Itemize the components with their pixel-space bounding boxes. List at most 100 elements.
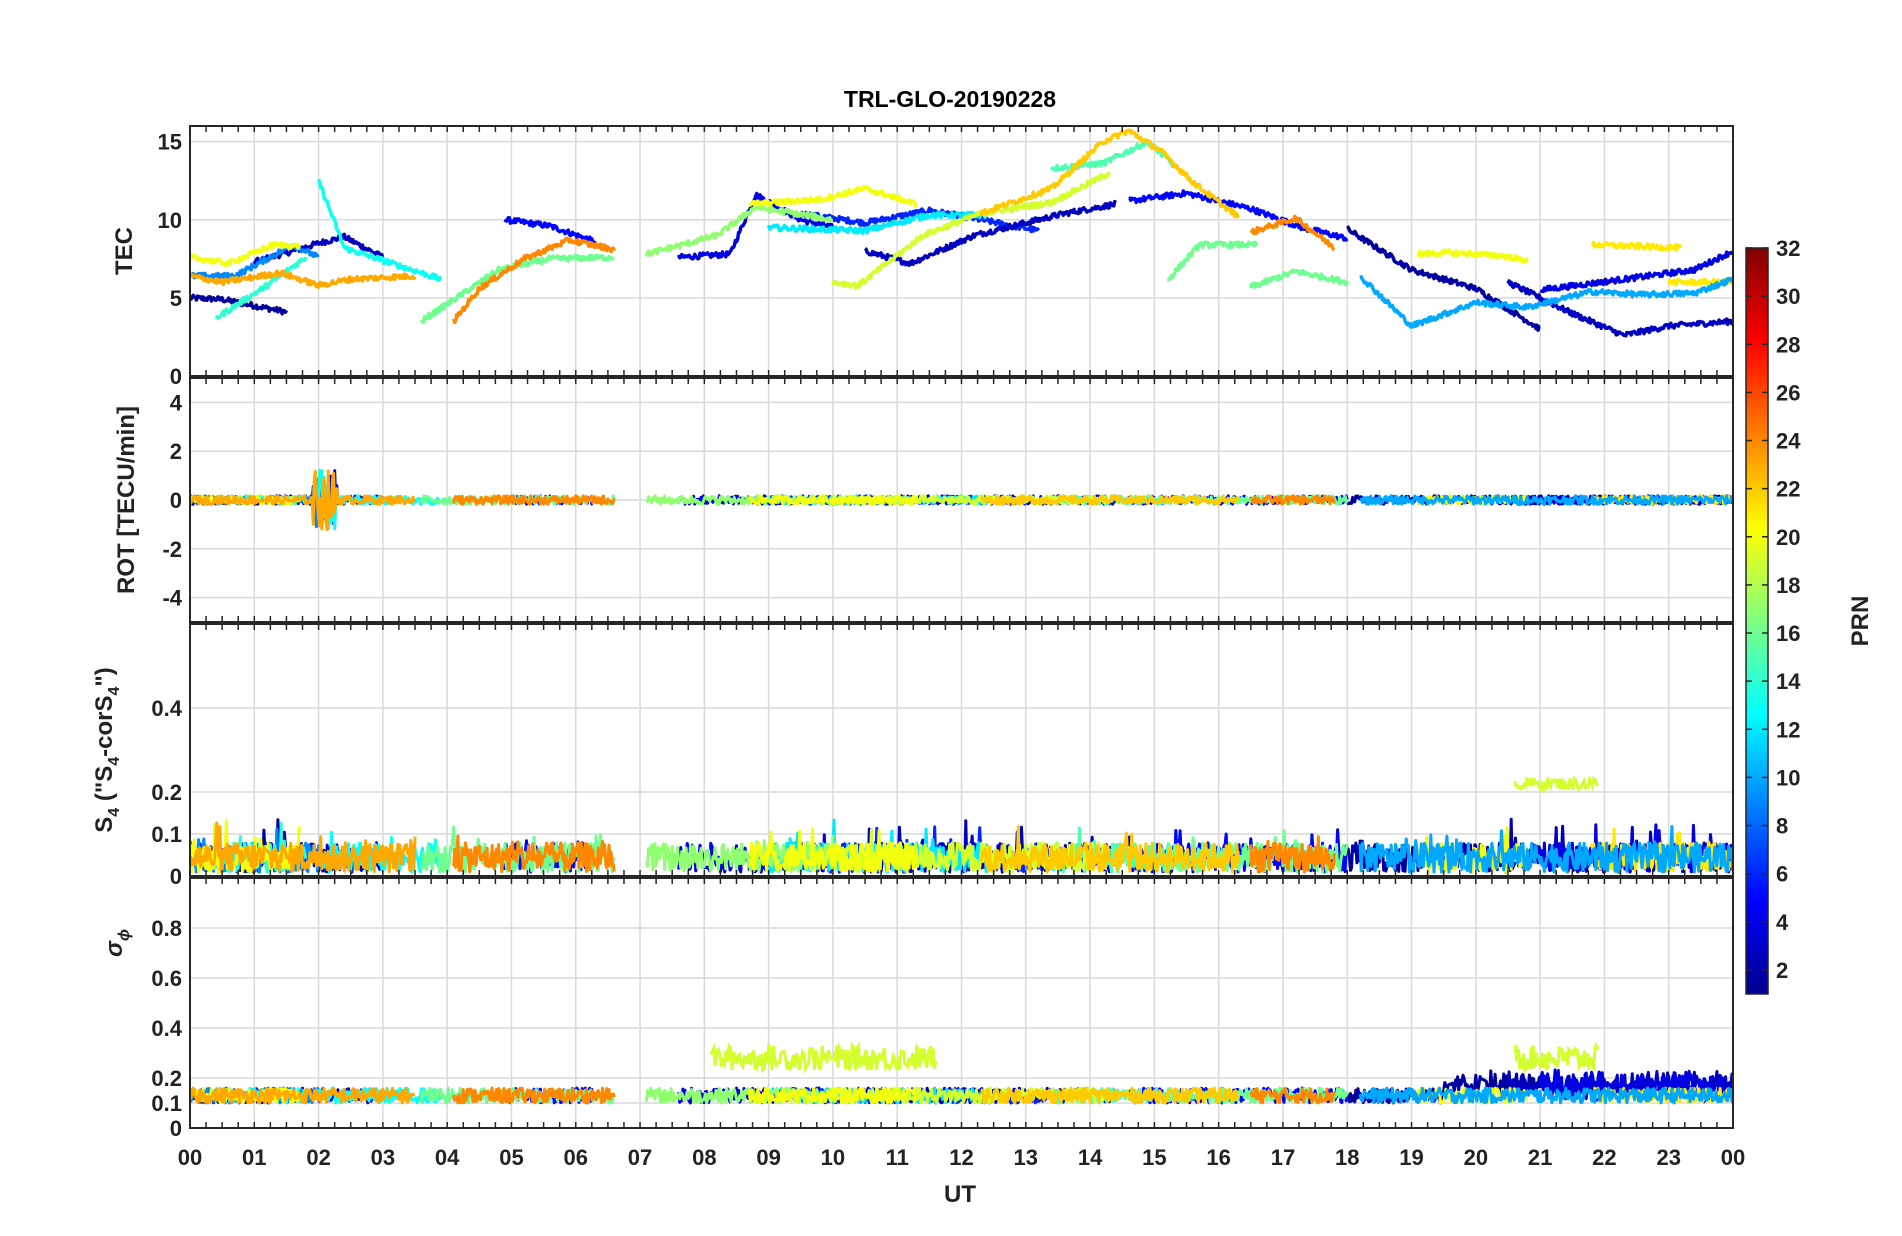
- series-line-prn-22: [979, 494, 1240, 506]
- series-line-prn-10: [1358, 825, 1733, 874]
- panel-data: [190, 1040, 1733, 1105]
- x-tick-label: 05: [499, 1145, 523, 1170]
- x-tick-label: 04: [435, 1145, 460, 1170]
- x-axis-label: UT: [944, 1181, 976, 1208]
- panel-data: [190, 468, 1733, 532]
- series-line-prn-2: [1346, 225, 1541, 332]
- series-line-prn-24: [1249, 835, 1336, 874]
- colorbar-tick-label: 16: [1776, 621, 1800, 646]
- series-line-prn-10: [1359, 275, 1733, 329]
- series-line-prn-24: [452, 834, 616, 874]
- series-line-prn-17: [644, 204, 834, 257]
- y-tick-label: 0: [170, 488, 182, 513]
- y-tick-label: 0.2: [151, 1066, 182, 1091]
- x-tick-label: 22: [1592, 1145, 1616, 1170]
- panel-2: -4 -2 0 2 4 ROT [TECU/min]: [113, 377, 1734, 623]
- series-line-prn-22: [980, 1086, 1240, 1105]
- y-tick-label: 0.8: [151, 916, 182, 941]
- x-tick-label: 08: [692, 1145, 716, 1170]
- series-line-prn-5: [503, 215, 597, 245]
- colorbar-label: PRN: [1847, 596, 1874, 647]
- colorbar-tick-label: 4: [1776, 910, 1789, 935]
- series-line-prn-4: [676, 191, 835, 261]
- series-line-prn-23: [190, 1086, 416, 1105]
- x-tick-label: 12: [949, 1145, 973, 1170]
- sigma-highlight-series: [1513, 1041, 1600, 1074]
- x-tick-label: 00: [1721, 1145, 1745, 1170]
- x-tick-label: 14: [1078, 1145, 1103, 1170]
- series-line-prn-22: [979, 128, 1240, 219]
- y-axis-label-panel-1: TEC: [111, 227, 138, 275]
- sigma-highlight-series: [709, 1042, 834, 1074]
- series-line-prn-12: [766, 210, 989, 235]
- colorbar-tick-label: 26: [1776, 380, 1800, 405]
- y-tick-label: 0.6: [151, 966, 182, 991]
- x-tick-label: 21: [1528, 1145, 1552, 1170]
- y-tick-label: 10: [158, 208, 182, 233]
- colorbar-tick-label: 6: [1776, 862, 1788, 887]
- panel-3: 0 0.1 0.2 0.4 S4 ("S4-corS4"): [91, 623, 1734, 889]
- series-line-prn-20: [747, 827, 918, 874]
- series-line-prn-24: [1249, 494, 1336, 506]
- series-line-prn-4: [1539, 250, 1733, 294]
- colorbar-tick-label: 18: [1776, 573, 1800, 598]
- y-axis-label-panel-2: ROT [TECU/min]: [113, 406, 140, 594]
- panel-4: 00.10.2 0.4 0.6 0.8 σϕ: [101, 877, 1734, 1141]
- series-line-prn-13: [316, 178, 443, 282]
- y-tick-label: 0: [170, 864, 182, 889]
- y-tick-label: 15: [158, 130, 182, 155]
- series-line-prn-16: [1249, 829, 1349, 874]
- series-line-prn-24: [452, 494, 616, 506]
- series-line-prn-16: [1166, 240, 1258, 282]
- series-line-prn-3: [864, 199, 1117, 268]
- x-tick-label: 20: [1464, 1145, 1488, 1170]
- x-tick-label: 07: [628, 1145, 652, 1170]
- series-line-prn-19: [831, 171, 1111, 290]
- y-tick-label: -2: [162, 537, 182, 562]
- series-line-prn-24: [1249, 1086, 1336, 1105]
- y-tick-label: 0: [170, 364, 182, 389]
- series-line-prn-22: [979, 824, 1240, 874]
- x-tick-label: 10: [821, 1145, 845, 1170]
- y-axis-label-panel-3: S4 ("S4-corS4"): [91, 667, 123, 833]
- x-tick-label: 18: [1335, 1145, 1359, 1170]
- y-tick-label: 4: [170, 390, 183, 415]
- x-tick-label: 06: [564, 1145, 588, 1170]
- series-line-prn-10: [1359, 494, 1733, 506]
- y-tick-label: 0: [170, 1116, 182, 1141]
- series-line-prn-10: [1358, 1086, 1733, 1105]
- x-tick-label: 16: [1206, 1145, 1230, 1170]
- series-line-prn-23: [190, 269, 417, 289]
- colorbar-tick-label: 24: [1776, 429, 1801, 454]
- series-line-prn-23: [190, 821, 417, 874]
- colorbar-tick-label: 12: [1776, 717, 1800, 742]
- colorbar-tick-label: 30: [1776, 284, 1800, 309]
- series-line-prn-20: [747, 1086, 918, 1105]
- sigma-highlight-series: [832, 1040, 938, 1073]
- panel-data: [190, 774, 1733, 874]
- series-line-prn-24: [451, 236, 616, 325]
- series-line-prn-16: [1249, 268, 1349, 289]
- series-line-prn-2: [190, 293, 288, 316]
- x-tick-label: 02: [306, 1145, 330, 1170]
- y-tick-label: 0.1: [151, 822, 182, 847]
- x-tick-label: 13: [1014, 1145, 1038, 1170]
- y-axis-label-panel-4: σϕ: [101, 929, 133, 957]
- x-tick-label: 15: [1142, 1145, 1166, 1170]
- colorbar-tick-label: 28: [1776, 332, 1800, 357]
- s4-highlight-series: [1512, 774, 1600, 795]
- y-tick-label: 0.1: [151, 1091, 182, 1116]
- panel-data: [190, 128, 1733, 338]
- chart-title: TRL-GLO-20190228: [844, 86, 1056, 112]
- series-line-prn-24: [452, 1086, 616, 1105]
- colorbar-tick-label: 14: [1776, 669, 1801, 694]
- y-tick-label: 0.2: [151, 780, 182, 805]
- x-tick-label: 17: [1271, 1145, 1295, 1170]
- colorbar-tick-label: 32: [1776, 236, 1800, 261]
- y-tick-label: 2: [170, 439, 182, 464]
- series-line-prn-20: [748, 184, 918, 208]
- colorbar-tick-label: 22: [1776, 477, 1800, 502]
- colorbar-gradient: [1745, 247, 1769, 995]
- series-line-prn-20: [190, 240, 301, 268]
